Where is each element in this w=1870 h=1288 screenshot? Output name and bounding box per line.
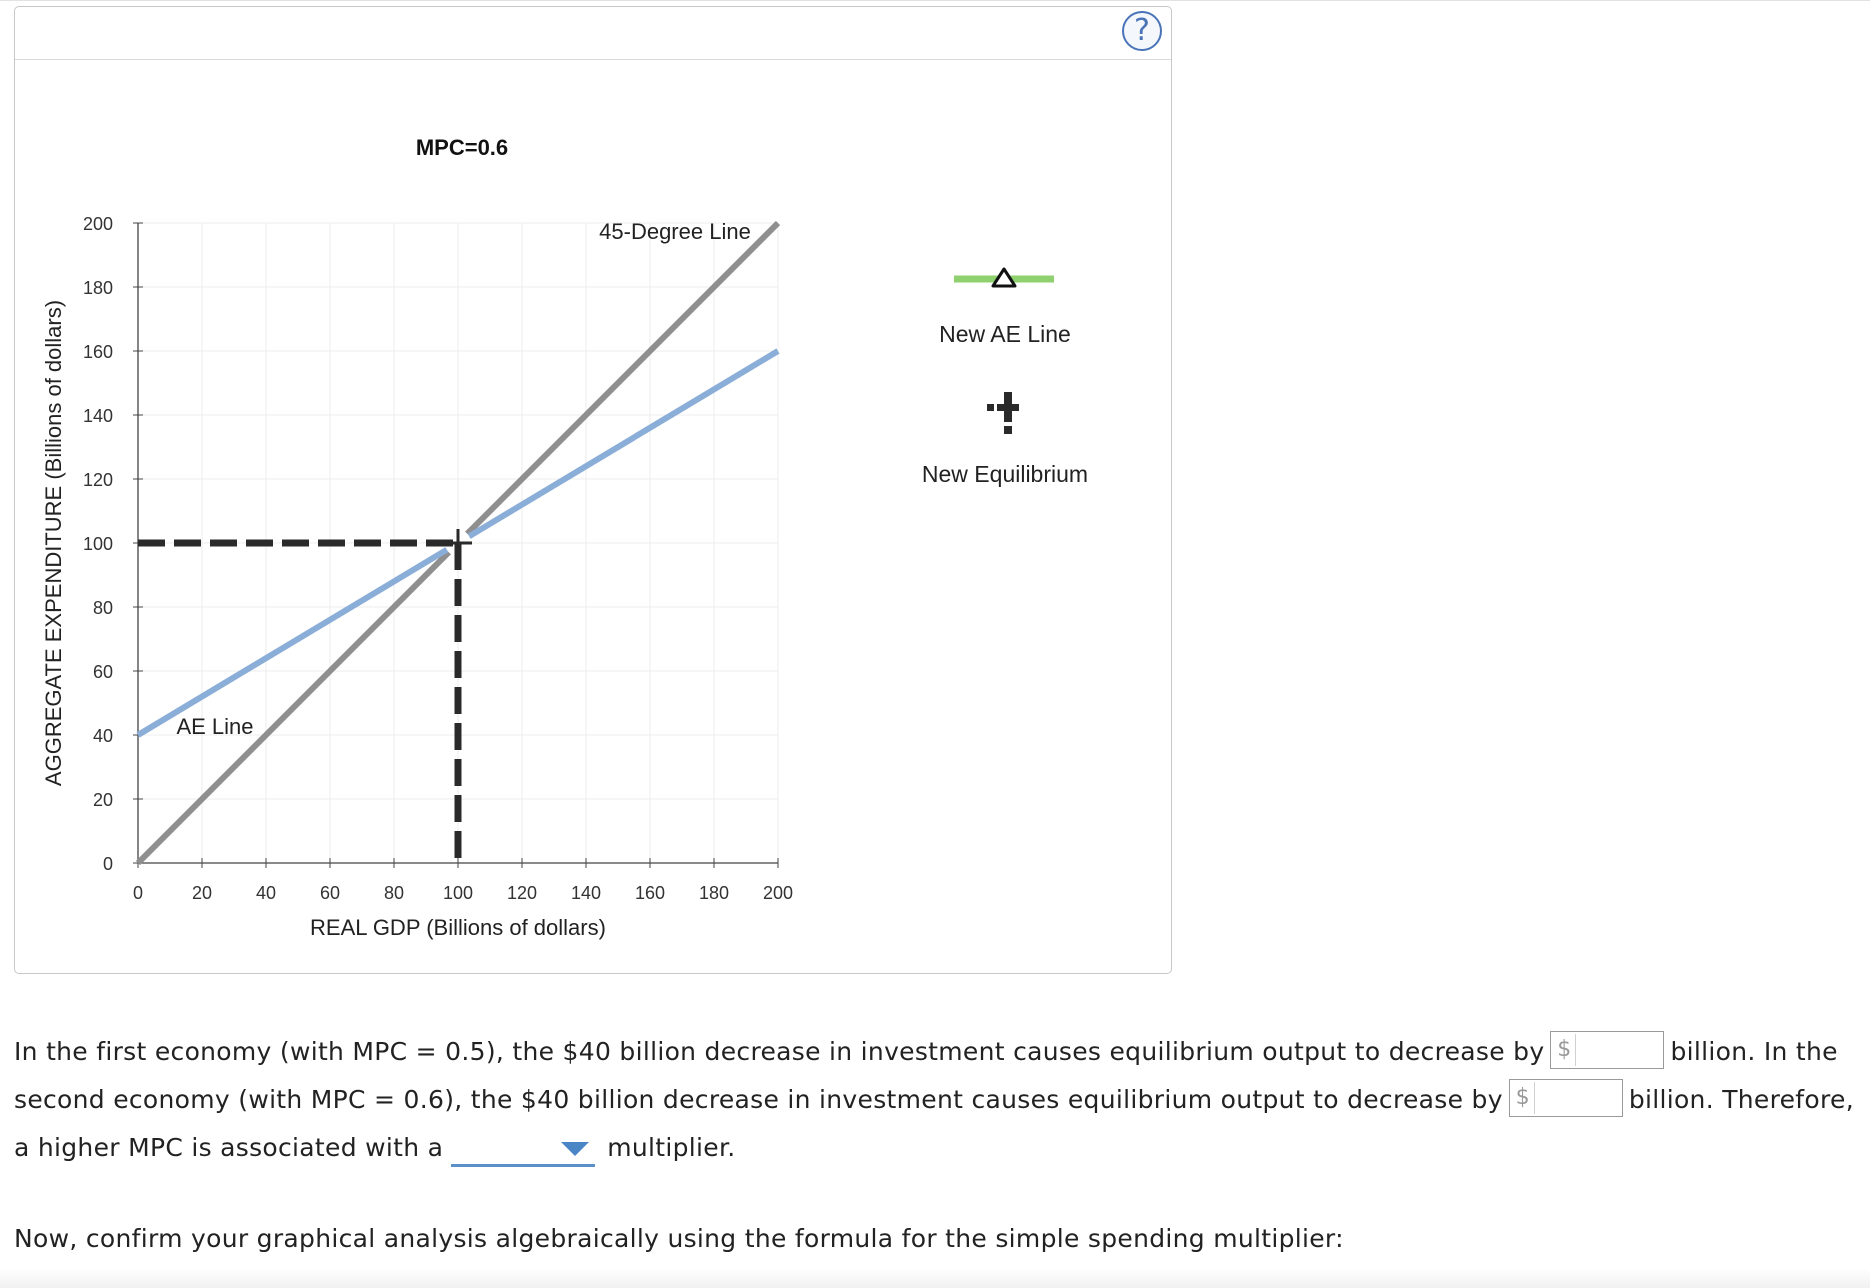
top-divider <box>0 0 1870 1</box>
y-tick-label: 140 <box>83 406 113 426</box>
x-tick-label: 120 <box>507 883 537 903</box>
dollar-sign: $ <box>1512 1082 1535 1114</box>
x-tick-label: 160 <box>635 883 665 903</box>
question-part-2: billion. In the second economy (with MPC… <box>14 1037 1838 1114</box>
chart-title: MPC=0.6 <box>416 135 508 160</box>
x-tick-label: 60 <box>320 883 340 903</box>
y-tick-label: 200 <box>83 214 113 234</box>
question-part-1: In the first economy (with MPC = 0.5), t… <box>14 1037 1545 1066</box>
y-tick-label: 80 <box>93 598 113 618</box>
y-tick-label: 180 <box>83 278 113 298</box>
series-ae-line-left <box>136 547 449 738</box>
x-tick-label: 200 <box>763 883 793 903</box>
series-label-ae-line: AE Line <box>176 714 253 739</box>
new-ae-line-label[interactable]: New AE Line <box>939 321 1071 347</box>
y-axis-label: AGGREGATE EXPENDITURE (Billions of dolla… <box>41 300 66 786</box>
y-tick-label: 100 <box>83 534 113 554</box>
instruction-text: Now, confirm your graphical analysis alg… <box>14 1224 1344 1253</box>
answer-input-1[interactable] <box>1577 1034 1664 1066</box>
y-tick-label: 20 <box>93 790 113 810</box>
question-part-3: billion. Therefore, a higher MPC is asso… <box>14 1085 1854 1162</box>
multiplier-dropdown[interactable] <box>451 1128 596 1167</box>
x-axis-label: REAL GDP (Billions of dollars) <box>310 915 606 940</box>
series-ae-line-right <box>467 348 780 539</box>
question-part-4: multiplier. <box>607 1133 736 1162</box>
bottom-fade <box>0 1268 1870 1288</box>
x-tick-label: 0 <box>133 883 143 903</box>
y-tick-label: 120 <box>83 470 113 490</box>
new-equilibrium-tool-icon[interactable] <box>986 391 1022 435</box>
series-label-45-degree-line: 45-Degree Line <box>599 219 751 244</box>
answer-box-2[interactable]: $ <box>1508 1079 1623 1117</box>
x-tick-label: 80 <box>384 883 404 903</box>
new-ae-line-tool-icon[interactable] <box>954 258 1054 288</box>
x-tick-label: 40 <box>256 883 276 903</box>
y-tick-label: 160 <box>83 342 113 362</box>
question-text: In the first economy (with MPC = 0.5), t… <box>14 1028 1864 1172</box>
panel-header: ? <box>15 7 1171 60</box>
y-tick-label: 40 <box>93 726 113 746</box>
dollar-sign: $ <box>1553 1034 1577 1066</box>
series-45-degree-line-left <box>135 550 451 866</box>
x-tick-label: 100 <box>443 883 473 903</box>
graph-panel: ? 0 20 40 60 80 100 120 140 160 180 200 0 20 40 60 80 10… <box>14 6 1172 974</box>
help-button[interactable]: ? <box>1122 11 1162 51</box>
chevron-down-icon[interactable] <box>561 1141 590 1156</box>
series-45-degree-line-right <box>465 220 781 536</box>
x-tick-label: 140 <box>571 883 601 903</box>
y-tick-label: 0 <box>103 854 113 874</box>
y-tick-label: 60 <box>93 662 113 682</box>
x-tick-label: 20 <box>192 883 212 903</box>
answer-input-2[interactable] <box>1535 1082 1622 1114</box>
new-equilibrium-label[interactable]: New Equilibrium <box>921 461 1089 487</box>
ae-chart: 0 20 40 60 80 100 120 140 160 180 200 0 20 40 60 80 100 1… <box>41 135 793 940</box>
x-tick-label: 180 <box>699 883 729 903</box>
answer-box-1[interactable]: $ <box>1550 1031 1665 1069</box>
